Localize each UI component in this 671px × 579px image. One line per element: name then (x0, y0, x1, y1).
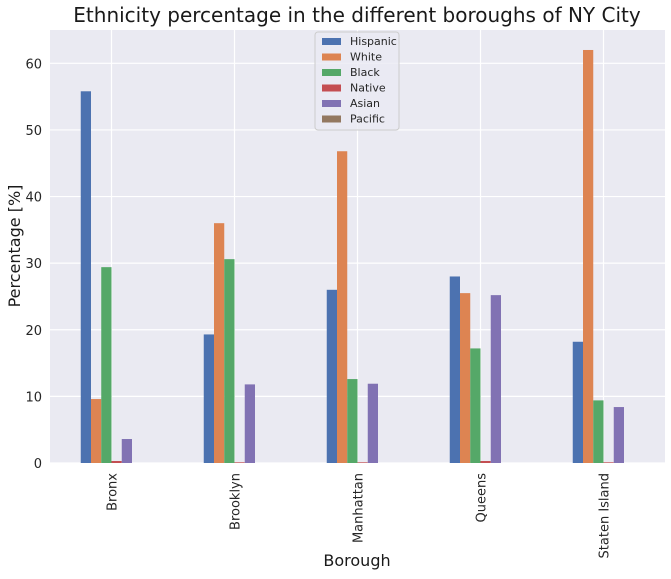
legend-swatch-hispanic (322, 38, 341, 45)
legend-swatch-black (322, 69, 341, 76)
bar-white-brooklyn (214, 223, 225, 463)
legend-label-hispanic: Hispanic (350, 35, 397, 48)
legend-label-native: Native (350, 82, 386, 95)
y-tick-label: 40 (25, 191, 42, 206)
legend-swatch-white (322, 53, 341, 61)
legend-label-asian: Asian (350, 97, 380, 110)
bar-native-bronx (111, 461, 122, 463)
bar-white-queens (460, 293, 471, 463)
bar-asian-brooklyn (244, 384, 255, 463)
y-tick-label: 60 (25, 57, 42, 72)
x-axis-label: Borough (323, 551, 390, 570)
y-tick-label: 20 (25, 324, 42, 339)
bar-asian-bronx (121, 439, 132, 463)
bar-hispanic-brooklyn (203, 334, 214, 463)
bar-native-staten-island (603, 462, 614, 463)
legend-label-pacific: Pacific (350, 113, 385, 126)
bar-white-bronx (91, 399, 102, 463)
legend-label-white: White (350, 51, 382, 64)
x-tick-label: Manhattan (352, 473, 367, 543)
bar-hispanic-manhattan (326, 289, 337, 463)
y-tick-label: 50 (25, 124, 42, 139)
bar-black-brooklyn (224, 259, 235, 463)
legend-swatch-native (322, 84, 341, 92)
bar-hispanic-staten-island (572, 341, 583, 463)
x-tick-label: Staten Island (598, 473, 613, 558)
y-axis: 0 10 20 30 40 50 60 (25, 57, 42, 472)
bar-native-queens (480, 461, 491, 463)
bar-asian-staten-island (613, 407, 624, 463)
bar-white-staten-island (583, 49, 594, 463)
bar-hispanic-queens (449, 276, 460, 463)
bar-hispanic-bronx (80, 91, 91, 463)
x-tick-label: Bronx (106, 473, 121, 511)
legend: Hispanic White Black Native Asian Pacific (314, 31, 400, 131)
y-tick-label: 0 (34, 457, 42, 472)
x-tick-label: Brooklyn (229, 473, 244, 530)
bar-asian-queens (490, 295, 501, 463)
y-tick-label: 30 (25, 257, 42, 272)
legend-swatch-pacific (322, 115, 341, 123)
bar-black-staten-island (593, 400, 604, 463)
chart-title: Ethnicity percentage in the different bo… (73, 3, 641, 27)
bar-black-queens (470, 348, 481, 463)
bars (80, 49, 624, 464)
legend-swatch-asian (322, 100, 341, 107)
legend-label-black: Black (350, 66, 380, 79)
x-axis: Bronx Brooklyn Manhattan Queens Staten Islan… (106, 473, 613, 559)
bar-asian-manhattan (367, 383, 378, 463)
x-tick-label: Queens (475, 473, 490, 523)
bar-black-manhattan (347, 379, 358, 463)
bar-native-manhattan (357, 462, 368, 463)
bar-white-manhattan (337, 151, 348, 464)
y-tick-label: 10 (25, 390, 42, 405)
y-axis-label: Percentage [%] (5, 185, 24, 308)
bar-native-brooklyn (234, 462, 245, 463)
bar-black-bronx (101, 267, 112, 463)
